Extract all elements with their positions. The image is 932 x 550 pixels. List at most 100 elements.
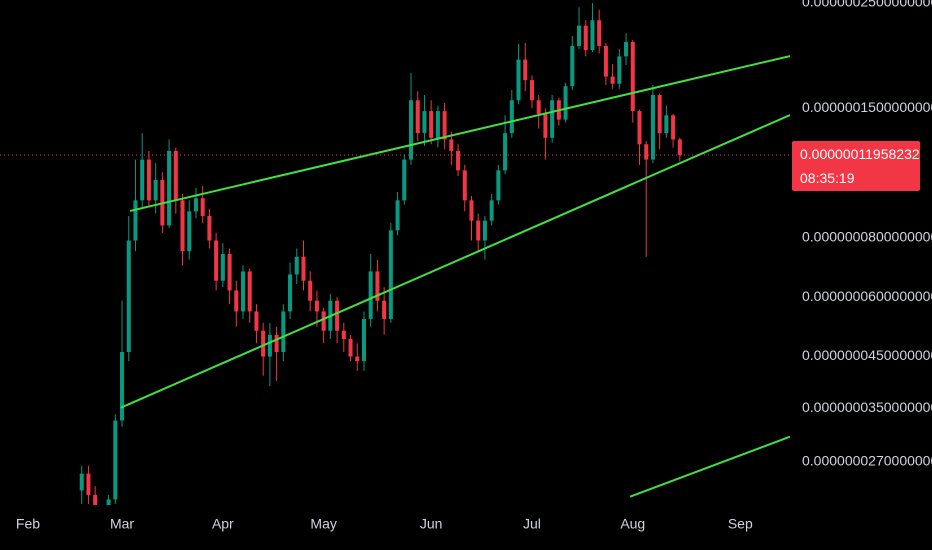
candle-body [106, 499, 111, 505]
candle-body [543, 113, 548, 138]
candle-body [536, 100, 541, 114]
candle-body [294, 256, 299, 275]
trend-line [120, 114, 790, 409]
candle-body [113, 420, 118, 500]
candle-body [361, 318, 366, 362]
candle-body [657, 95, 662, 134]
candle-body [395, 200, 400, 231]
x-tick-label: Aug [620, 516, 645, 532]
candle-body [442, 111, 447, 140]
candle-body [435, 111, 440, 138]
x-tick-label: Jun [420, 516, 443, 532]
candle-body [469, 200, 474, 221]
candle-body [207, 215, 212, 241]
candle-body [523, 59, 528, 81]
candle-body [267, 334, 272, 357]
x-tick-label: Jul [523, 516, 541, 532]
candle-body [563, 86, 568, 120]
candle-body [422, 111, 427, 134]
x-tick-label: Feb [16, 516, 40, 532]
candle-body [227, 253, 232, 291]
candle-body [220, 253, 225, 281]
candle-body [193, 198, 198, 212]
x-tick-label: Mar [110, 516, 134, 532]
candle-body [200, 198, 205, 216]
candle-body [140, 159, 145, 201]
candle-body [321, 311, 326, 331]
x-tick-label: Apr [212, 516, 234, 532]
candle-body [671, 115, 676, 140]
candle-body [375, 271, 380, 301]
last-price-box [792, 141, 920, 192]
candle-body [630, 41, 635, 112]
candle-body [301, 256, 306, 281]
y-tick-label: 0.0000000350000000 [802, 399, 932, 415]
candle-body [449, 139, 454, 151]
candle-body [100, 514, 104, 519]
candle-body [529, 80, 534, 101]
candle-body [348, 338, 353, 357]
y-tick-label: 0.0000000270000000 [802, 453, 932, 469]
candle-body [603, 45, 608, 77]
candle-body [187, 211, 192, 252]
candle-body [509, 100, 514, 134]
candle-body [126, 240, 131, 353]
candle-body [482, 220, 487, 241]
candle-body [415, 100, 420, 134]
candle-body [677, 139, 682, 156]
candle-body [93, 494, 98, 505]
candle-body [382, 300, 387, 319]
candle-body [489, 200, 494, 221]
candle-body [402, 159, 407, 201]
candle-body [576, 25, 582, 46]
candle-body [261, 330, 266, 357]
candle-body [516, 59, 521, 101]
candle-body [240, 271, 246, 312]
candle-body [590, 20, 595, 51]
candle-body [288, 274, 293, 312]
candle-body [180, 200, 185, 252]
candle-body [503, 133, 508, 171]
candle-body [408, 100, 414, 160]
candle-body [496, 170, 501, 201]
candle-body [120, 352, 125, 421]
candle-body [335, 300, 340, 331]
x-tick-label: Sep [728, 516, 753, 532]
y-tick-label: 0.0000000450000000 [802, 347, 932, 363]
candle-body [637, 111, 642, 145]
candle-body [153, 179, 158, 201]
candle-body [234, 290, 239, 312]
candle-body [368, 271, 373, 319]
candle-body [624, 41, 629, 57]
y-tick-label: 0.0000001500000000 [802, 99, 932, 115]
candle-body [388, 230, 393, 319]
y-tick-label: 0.0000000800000000 [802, 229, 932, 245]
axes: 0.0000002500000000 0.0000001500000000 0.00… [16, 0, 932, 532]
candle-body [570, 45, 575, 87]
candle-body [314, 300, 319, 312]
candle-body [644, 144, 649, 160]
candle-body [650, 95, 655, 160]
candle-body [456, 150, 461, 171]
candle-body [173, 150, 178, 201]
candle-body [281, 311, 286, 353]
candle-body [550, 100, 555, 138]
last-price-label: 0.00000011958232 [800, 146, 920, 162]
y-tick-label: 0.0000002500000000 [802, 0, 932, 10]
candle-body [86, 473, 91, 495]
candle-body [133, 200, 138, 241]
trend-line [629, 435, 790, 498]
candle-body [610, 76, 615, 84]
candle-body [462, 170, 467, 201]
candle-body [597, 20, 602, 46]
candle-body [254, 311, 259, 331]
plot-area [0, 3, 790, 519]
y-tick-label: 0.0000000600000000 [802, 288, 932, 304]
candle-body [167, 150, 172, 226]
candle-body [146, 159, 151, 201]
candle-body [429, 111, 434, 138]
candle-body [274, 334, 279, 353]
candle-body [583, 25, 588, 51]
